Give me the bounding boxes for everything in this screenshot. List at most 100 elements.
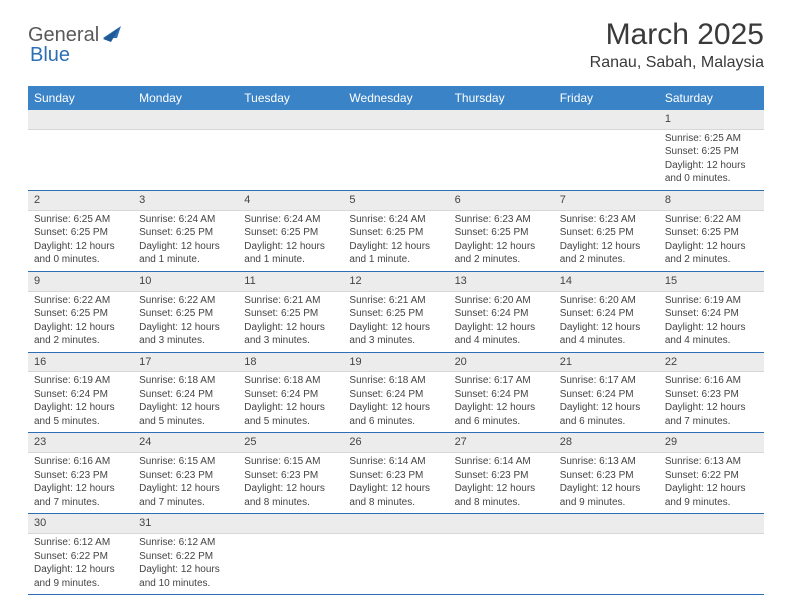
- daylight-text: Daylight: 12 hours and 4 minutes.: [560, 321, 653, 348]
- sunset-text: Sunset: 6:23 PM: [244, 469, 337, 483]
- day-number: 20: [449, 353, 554, 373]
- day-cell: 24Sunrise: 6:15 AMSunset: 6:23 PMDayligh…: [133, 433, 238, 514]
- day-number: [238, 514, 343, 534]
- daylight-text: Daylight: 12 hours and 6 minutes.: [455, 401, 548, 428]
- sunset-text: Sunset: 6:24 PM: [665, 307, 758, 321]
- daylight-text: Daylight: 12 hours and 7 minutes.: [34, 482, 127, 509]
- sunrise-text: Sunrise: 6:21 AM: [349, 294, 442, 308]
- day-cell: [133, 110, 238, 190]
- day-content: Sunrise: 6:16 AMSunset: 6:23 PMDaylight:…: [28, 453, 133, 513]
- weekday-header-row: Sunday Monday Tuesday Wednesday Thursday…: [28, 86, 764, 110]
- day-number: 16: [28, 353, 133, 373]
- week-row: 16Sunrise: 6:19 AMSunset: 6:24 PMDayligh…: [28, 352, 764, 433]
- sunset-text: Sunset: 6:25 PM: [349, 226, 442, 240]
- daylight-text: Daylight: 12 hours and 3 minutes.: [349, 321, 442, 348]
- sunset-text: Sunset: 6:23 PM: [560, 469, 653, 483]
- day-cell: 12Sunrise: 6:21 AMSunset: 6:25 PMDayligh…: [343, 271, 448, 352]
- sunrise-text: Sunrise: 6:23 AM: [455, 213, 548, 227]
- day-content: Sunrise: 6:20 AMSunset: 6:24 PMDaylight:…: [449, 292, 554, 352]
- daylight-text: Daylight: 12 hours and 0 minutes.: [34, 240, 127, 267]
- day-cell: [238, 110, 343, 190]
- day-number: 14: [554, 272, 659, 292]
- day-cell: 9Sunrise: 6:22 AMSunset: 6:25 PMDaylight…: [28, 271, 133, 352]
- day-cell: [343, 110, 448, 190]
- logo-flag-icon: [103, 24, 127, 47]
- sunset-text: Sunset: 6:24 PM: [349, 388, 442, 402]
- sunset-text: Sunset: 6:22 PM: [34, 550, 127, 564]
- day-content: Sunrise: 6:18 AMSunset: 6:24 PMDaylight:…: [343, 372, 448, 432]
- weekday-header: Wednesday: [343, 86, 448, 110]
- day-cell: [449, 110, 554, 190]
- sunrise-text: Sunrise: 6:14 AM: [455, 455, 548, 469]
- week-row: 2Sunrise: 6:25 AMSunset: 6:25 PMDaylight…: [28, 190, 764, 271]
- day-cell: 8Sunrise: 6:22 AMSunset: 6:25 PMDaylight…: [659, 190, 764, 271]
- day-cell: 22Sunrise: 6:16 AMSunset: 6:23 PMDayligh…: [659, 352, 764, 433]
- sunset-text: Sunset: 6:25 PM: [349, 307, 442, 321]
- day-number: [449, 110, 554, 130]
- day-content: [554, 130, 659, 180]
- logo: General: [28, 18, 129, 47]
- sunrise-text: Sunrise: 6:16 AM: [34, 455, 127, 469]
- sunrise-text: Sunrise: 6:14 AM: [349, 455, 442, 469]
- sunrise-text: Sunrise: 6:12 AM: [34, 536, 127, 550]
- day-content: Sunrise: 6:23 AMSunset: 6:25 PMDaylight:…: [554, 211, 659, 271]
- day-content: [343, 534, 448, 584]
- daylight-text: Daylight: 12 hours and 9 minutes.: [560, 482, 653, 509]
- sunset-text: Sunset: 6:24 PM: [244, 388, 337, 402]
- daylight-text: Daylight: 12 hours and 8 minutes.: [244, 482, 337, 509]
- day-content: Sunrise: 6:18 AMSunset: 6:24 PMDaylight:…: [133, 372, 238, 432]
- location: Ranau, Sabah, Malaysia: [590, 54, 764, 72]
- daylight-text: Daylight: 12 hours and 7 minutes.: [665, 401, 758, 428]
- day-number: [554, 110, 659, 130]
- day-number: 13: [449, 272, 554, 292]
- day-cell: 30Sunrise: 6:12 AMSunset: 6:22 PMDayligh…: [28, 514, 133, 595]
- sunrise-text: Sunrise: 6:25 AM: [665, 132, 758, 146]
- day-cell: 13Sunrise: 6:20 AMSunset: 6:24 PMDayligh…: [449, 271, 554, 352]
- day-number: 31: [133, 514, 238, 534]
- day-number: 2: [28, 191, 133, 211]
- day-content: Sunrise: 6:13 AMSunset: 6:23 PMDaylight:…: [554, 453, 659, 513]
- day-number: 1: [659, 110, 764, 130]
- daylight-text: Daylight: 12 hours and 9 minutes.: [665, 482, 758, 509]
- sunrise-text: Sunrise: 6:25 AM: [34, 213, 127, 227]
- sunrise-text: Sunrise: 6:22 AM: [139, 294, 232, 308]
- sunrise-text: Sunrise: 6:12 AM: [139, 536, 232, 550]
- day-content: Sunrise: 6:25 AMSunset: 6:25 PMDaylight:…: [28, 211, 133, 271]
- day-content: Sunrise: 6:15 AMSunset: 6:23 PMDaylight:…: [238, 453, 343, 513]
- sunset-text: Sunset: 6:22 PM: [665, 469, 758, 483]
- sunset-text: Sunset: 6:25 PM: [455, 226, 548, 240]
- day-content: Sunrise: 6:19 AMSunset: 6:24 PMDaylight:…: [28, 372, 133, 432]
- day-content: [133, 130, 238, 180]
- day-cell: 14Sunrise: 6:20 AMSunset: 6:24 PMDayligh…: [554, 271, 659, 352]
- week-row: 1Sunrise: 6:25 AMSunset: 6:25 PMDaylight…: [28, 110, 764, 190]
- day-cell: 27Sunrise: 6:14 AMSunset: 6:23 PMDayligh…: [449, 433, 554, 514]
- sunrise-text: Sunrise: 6:24 AM: [349, 213, 442, 227]
- sunset-text: Sunset: 6:23 PM: [139, 469, 232, 483]
- day-cell: 21Sunrise: 6:17 AMSunset: 6:24 PMDayligh…: [554, 352, 659, 433]
- daylight-text: Daylight: 12 hours and 7 minutes.: [139, 482, 232, 509]
- day-number: 6: [449, 191, 554, 211]
- sunrise-text: Sunrise: 6:21 AM: [244, 294, 337, 308]
- day-cell: [238, 514, 343, 595]
- day-content: Sunrise: 6:22 AMSunset: 6:25 PMDaylight:…: [28, 292, 133, 352]
- daylight-text: Daylight: 12 hours and 1 minute.: [139, 240, 232, 267]
- day-cell: 5Sunrise: 6:24 AMSunset: 6:25 PMDaylight…: [343, 190, 448, 271]
- day-number: 21: [554, 353, 659, 373]
- sunset-text: Sunset: 6:24 PM: [455, 388, 548, 402]
- day-number: [343, 514, 448, 534]
- day-content: Sunrise: 6:24 AMSunset: 6:25 PMDaylight:…: [133, 211, 238, 271]
- day-cell: [343, 514, 448, 595]
- daylight-text: Daylight: 12 hours and 8 minutes.: [349, 482, 442, 509]
- day-cell: 26Sunrise: 6:14 AMSunset: 6:23 PMDayligh…: [343, 433, 448, 514]
- sunrise-text: Sunrise: 6:18 AM: [349, 374, 442, 388]
- day-content: Sunrise: 6:18 AMSunset: 6:24 PMDaylight:…: [238, 372, 343, 432]
- day-cell: 28Sunrise: 6:13 AMSunset: 6:23 PMDayligh…: [554, 433, 659, 514]
- day-number: 17: [133, 353, 238, 373]
- day-number: 3: [133, 191, 238, 211]
- day-content: Sunrise: 6:12 AMSunset: 6:22 PMDaylight:…: [28, 534, 133, 594]
- sunset-text: Sunset: 6:25 PM: [560, 226, 653, 240]
- day-content: Sunrise: 6:17 AMSunset: 6:24 PMDaylight:…: [554, 372, 659, 432]
- day-cell: 29Sunrise: 6:13 AMSunset: 6:22 PMDayligh…: [659, 433, 764, 514]
- day-content: Sunrise: 6:14 AMSunset: 6:23 PMDaylight:…: [343, 453, 448, 513]
- day-content: Sunrise: 6:16 AMSunset: 6:23 PMDaylight:…: [659, 372, 764, 432]
